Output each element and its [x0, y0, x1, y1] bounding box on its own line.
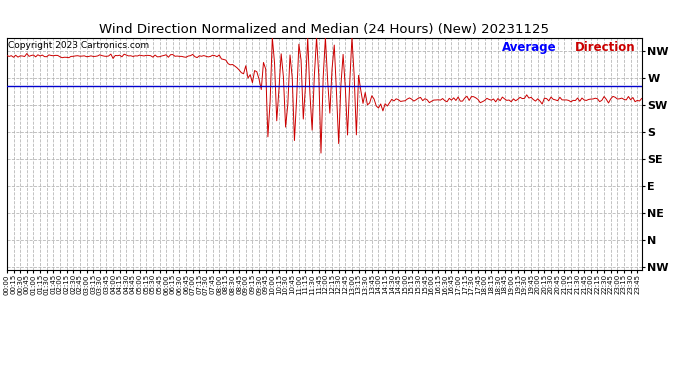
Title: Wind Direction Normalized and Median (24 Hours) (New) 20231125: Wind Direction Normalized and Median (24…: [99, 23, 549, 36]
Text: Copyright 2023 Cartronics.com: Copyright 2023 Cartronics.com: [8, 41, 149, 50]
Text: Average: Average: [502, 41, 557, 54]
Text: Direction: Direction: [575, 41, 635, 54]
